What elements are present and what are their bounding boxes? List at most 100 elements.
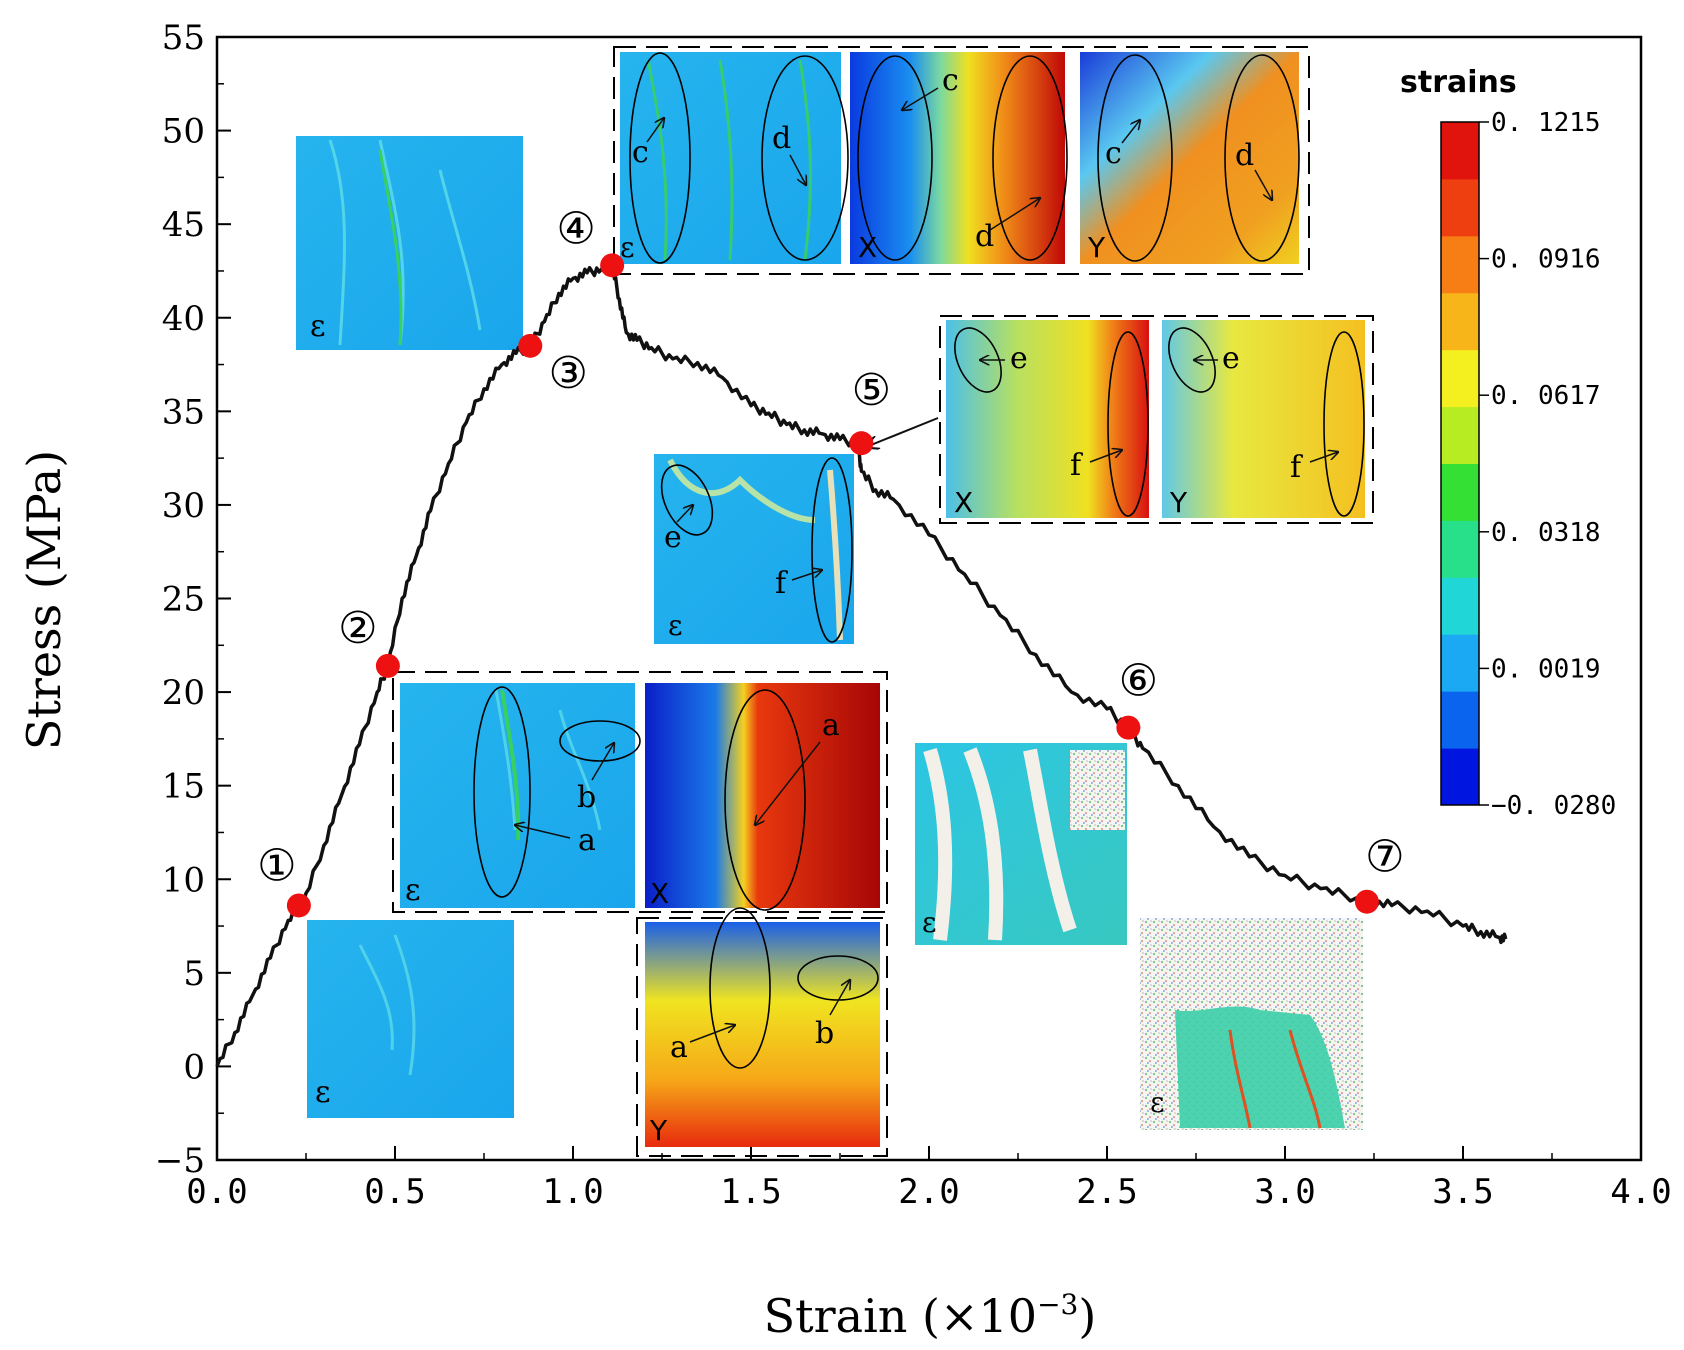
marked-point — [286, 893, 311, 918]
x-tick-label: 3.5 — [1432, 1172, 1493, 1212]
colorbar-band — [1441, 292, 1479, 351]
y-tick-label: 45 — [162, 205, 205, 245]
inset-1-eps: ε — [307, 920, 514, 1118]
inset-4-x: c d X — [850, 52, 1068, 264]
inset-4-x-field-label: X — [858, 231, 877, 264]
y-tick-label: −5 — [155, 1141, 205, 1181]
mark-f-y: f — [1290, 450, 1303, 485]
y-tick-label: 0 — [183, 1047, 205, 1087]
inset-2-dashed-box-lower — [636, 917, 888, 1157]
colorbar-tick-label: 0. 0019 — [1491, 654, 1601, 684]
ellipse-b — [559, 720, 641, 762]
y-tick-label: 30 — [162, 486, 205, 526]
y-tick-label: 35 — [162, 392, 205, 432]
mark-b: b — [577, 780, 596, 815]
y-tick-label: 10 — [162, 860, 205, 900]
x-tick-label: 1.0 — [542, 1172, 603, 1212]
inset-4-eps-field-label: ε — [620, 231, 635, 264]
x-tick-label: 0.5 — [364, 1172, 425, 1212]
colorbar-band — [1441, 520, 1479, 578]
y-tick-label: 55 — [162, 18, 205, 58]
x-tick-label: 3.0 — [1254, 1172, 1315, 1212]
colorbar-band — [1441, 463, 1479, 521]
x-tick-label: 1.5 — [720, 1172, 781, 1212]
inset-5-eps-field-label: ε — [668, 609, 683, 642]
axes: 0.0 0.5 1.0 1.5 2.0 2.5 3.0 3.5 4.0 −5 0 5 10 15 20 25… — [155, 18, 1672, 1212]
x-axis-label: Strain (×10−3) — [764, 1288, 1097, 1343]
x-tick-label: 0.0 — [186, 1172, 247, 1212]
mark-a-x: a — [822, 708, 840, 743]
y-tick-label: 20 — [162, 673, 205, 713]
colorbar-ticks: 0. 1215 0. 0916 0. 0617 0. 0318 0. 0019 −0. 0… — [1479, 108, 1616, 821]
inset-4-y-field-label: Y — [1087, 231, 1106, 264]
inset-4-dashed-box — [613, 46, 1310, 275]
colorbar-band — [1441, 406, 1479, 464]
y-axis-ticks: −5 0 5 10 15 20 25 30 35 40 45 50 55 — [155, 18, 231, 1181]
marked-point-label: ⑤ — [852, 365, 891, 416]
inset-7-field-label: ε — [1150, 1086, 1165, 1119]
inset-2-x-field-label: X — [650, 877, 669, 910]
marked-point — [518, 333, 543, 358]
inset-2-eps: a b ε — [400, 683, 641, 908]
mark-d-x: d — [975, 219, 994, 254]
marked-point-label: ④ — [556, 203, 595, 254]
colorbar-band — [1441, 122, 1479, 180]
inset-2-y: a b Y — [645, 907, 880, 1147]
mark-f-eps: f — [775, 566, 788, 601]
marked-point-label: ③ — [549, 348, 588, 399]
colorbar-band — [1441, 235, 1479, 294]
ellipse-a — [473, 686, 531, 898]
y-tick-label: 50 — [162, 112, 205, 152]
mark-f-x: f — [1070, 448, 1083, 483]
inset-5-x-field-label: X — [954, 486, 973, 519]
marked-point — [1116, 715, 1141, 740]
y-axis-label: Stress (MPa) — [17, 450, 71, 750]
series-line — [215, 261, 1508, 1068]
inset-2-y-field-label: Y — [649, 1114, 668, 1147]
colorbar-tick-label: 0. 0318 — [1491, 518, 1601, 548]
mark-e-y: e — [1222, 341, 1240, 376]
inset-5-pointer-arrow — [866, 417, 939, 447]
inset-5-y-field-label: Y — [1169, 486, 1188, 519]
colorbar-bands — [1441, 122, 1479, 806]
x-tick-label: 2.5 — [1076, 1172, 1137, 1212]
colorbar-band — [1441, 178, 1479, 237]
inset-2-x: a X — [645, 683, 880, 911]
marker-layer: ① ② ③ ④ ⑤ ⑥ ⑦ — [257, 203, 1405, 918]
inset-4-eps: c d ε — [620, 52, 849, 264]
marked-point — [1354, 889, 1379, 914]
colorbar-tick-label: 0. 1215 — [1491, 108, 1601, 138]
colorbar-title: strains — [1400, 65, 1517, 100]
mark-c-x: c — [942, 63, 959, 98]
mark-e-x: e — [1010, 341, 1028, 376]
mark-d-y: d — [1235, 138, 1254, 173]
inset-2-eps-field-label: ε — [405, 873, 421, 908]
x-tick-label: 4.0 — [1610, 1172, 1671, 1212]
y-tick-label: 40 — [162, 299, 205, 339]
colorbar-frame — [1440, 121, 1480, 806]
y-tick-label: 5 — [183, 954, 205, 994]
marked-point-label: ① — [257, 840, 296, 891]
colorbar-band — [1441, 691, 1479, 749]
marked-point-label: ⑦ — [1365, 832, 1404, 883]
inset-6-field-label: ε — [922, 906, 937, 939]
mark-c-y: c — [1105, 136, 1122, 171]
colorbar-band — [1441, 748, 1479, 806]
colorbar-band — [1441, 577, 1479, 635]
marked-point — [849, 431, 874, 456]
inset-5-eps: e f ε — [654, 454, 854, 644]
inset-5-x: e f X — [946, 320, 1149, 519]
marked-point-label: ⑥ — [1119, 656, 1158, 707]
mark-a: a — [578, 823, 596, 858]
inset-2-dashed-box — [392, 671, 888, 913]
inset-3-field-label: ε — [310, 309, 326, 344]
mark-a-y: a — [670, 1030, 688, 1065]
mark-c-eps: c — [632, 135, 649, 170]
colorbar-tick-label: 0. 0916 — [1491, 245, 1601, 275]
inset-3-eps: ε — [296, 136, 523, 350]
mark-b-y: b — [815, 1016, 834, 1051]
colorbar-tick-label: −0. 0280 — [1491, 791, 1616, 821]
colorbar-tick-label: 0. 0617 — [1491, 381, 1601, 411]
y-tick-label: 25 — [162, 580, 205, 620]
